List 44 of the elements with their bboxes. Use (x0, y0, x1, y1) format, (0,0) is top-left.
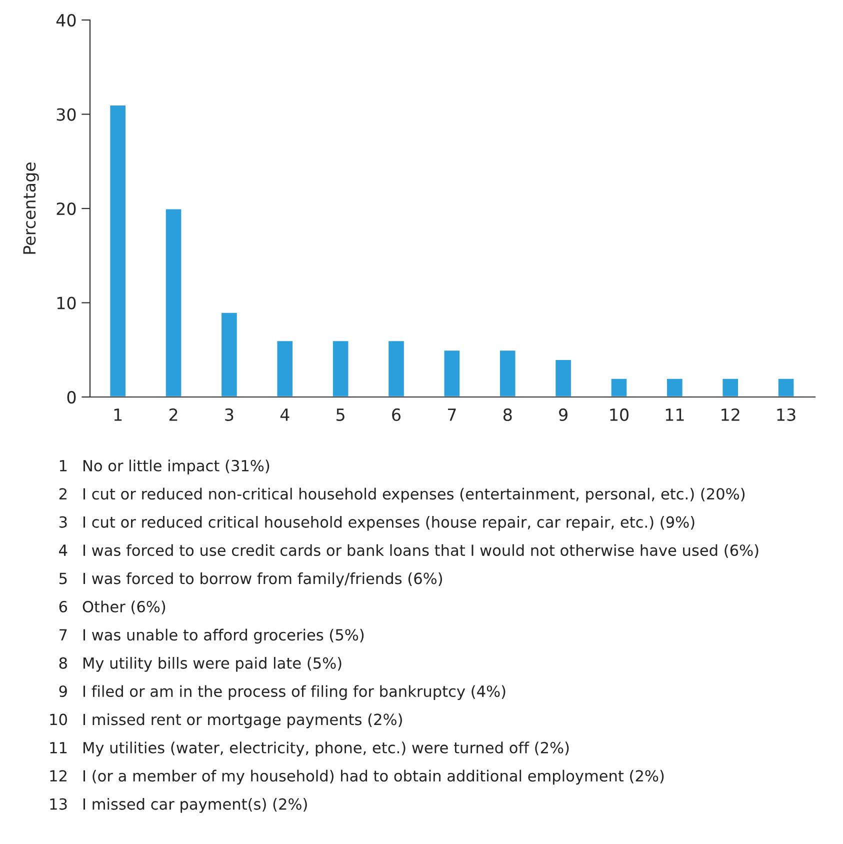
text: I (or a member of my household) had to obtain additional employment (2%) (84, 770, 664, 785)
category-label: 1 (60, 460, 67, 472)
y-tick-label: 0 (67, 390, 76, 404)
x-tick-label: 4 (280, 408, 290, 421)
text: I missed car payment(s) (2%) (84, 798, 307, 813)
text: I cut or reduced non-critical household expenses (entertainment, personal, etc.) (20%) (84, 488, 745, 503)
x-tick-label: 5 (336, 408, 344, 422)
x-tick-label: 2 (169, 408, 178, 421)
x-tick-label: 12 (722, 408, 740, 421)
category-label: 5 (59, 572, 67, 584)
text: My utility bills were paid late (5%) (84, 657, 342, 672)
text: I filed or am in the process of filing for bankruptcy (4%) (84, 685, 506, 700)
x-tick-label: 9 (559, 408, 568, 422)
category-label: 3 (59, 516, 67, 528)
category-label: 6 (59, 600, 68, 612)
x-tick-label: 6 (392, 408, 401, 422)
text: I missed rent or mortgage payments (2%) (84, 713, 402, 728)
x-tick-label: 7 (448, 408, 456, 421)
category-label: 7 (60, 629, 67, 640)
category-label: 13 (50, 798, 67, 810)
category-label: 8 (59, 657, 67, 669)
x-tick-label: 1 (114, 408, 122, 421)
x-tick-label: 10 (610, 408, 628, 422)
category-label: 2 (59, 488, 66, 500)
y-tick-label: 40 (56, 14, 76, 27)
x-tick-label: 13 (777, 408, 796, 422)
text: Other (6%) (82, 600, 166, 614)
text: I was unable to afford groceries (5%) (84, 628, 364, 644)
y-tick-label: 10 (57, 296, 76, 310)
text: I cut or reduced critical household expenses (house repair, car repair, etc.) (9%) (84, 516, 694, 531)
category-label: 12 (50, 770, 66, 782)
text: I was forced to use credit cards or bank loans that I would not otherwise have used (6%) (84, 544, 758, 558)
y-tick-label: 30 (56, 108, 76, 121)
text: I was forced to borrow from family/friends (6%) (84, 572, 442, 588)
y-axis-title: Percentage (23, 162, 39, 254)
x-tick-label: 11 (666, 408, 684, 421)
y-tick-label: 20 (56, 202, 76, 216)
category-label: 4 (59, 544, 68, 556)
text: My utilities (water, electricity, phone, etc.) were turned off (2%) (84, 742, 569, 756)
x-tick-label: 8 (503, 408, 512, 422)
x-tick-label: 3 (225, 408, 234, 422)
category-label: 9 (59, 685, 67, 698)
text: No or little impact (31%) (84, 460, 270, 474)
category-label: 11 (50, 742, 67, 754)
